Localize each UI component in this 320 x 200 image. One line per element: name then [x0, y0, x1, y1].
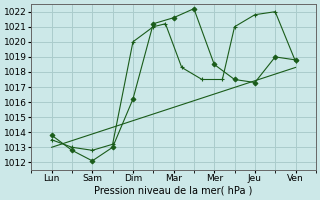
X-axis label: Pression niveau de la mer( hPa ): Pression niveau de la mer( hPa ) [94, 186, 253, 196]
